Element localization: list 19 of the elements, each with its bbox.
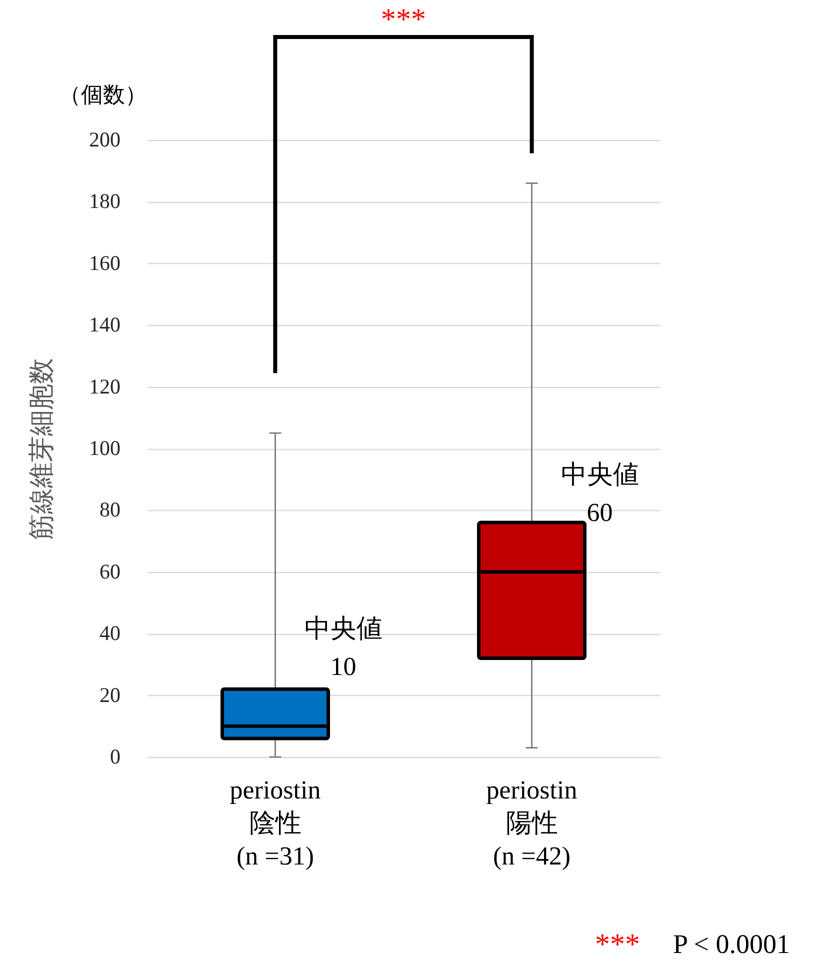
y-tick-label: 40: [100, 621, 120, 646]
y-tick-label: 160: [89, 250, 120, 275]
y-tick-label: 200: [89, 128, 120, 152]
text: ***: [381, 3, 426, 36]
y-tick-label: 140: [89, 312, 120, 337]
y-tick-label: 100: [89, 436, 120, 460]
y-tick-label: 180: [89, 189, 120, 214]
y-tick-label: 0: [110, 744, 120, 768]
annotation: 中央値 10: [304, 614, 382, 682]
y-tick-label: 120: [89, 374, 120, 398]
x-tick-label: periostin 陰性 (n =31): [230, 776, 321, 870]
text: *** P < 0.0001: [595, 928, 790, 961]
annotation: 中央値 60: [560, 460, 639, 527]
y-tick-label: 60: [100, 559, 120, 584]
y-tick-label: 80: [100, 498, 120, 522]
y-tick-label: 20: [100, 682, 120, 707]
y-axis-title: 筋線維芽細胞数: [27, 358, 57, 540]
x-tick-label: periostin 陽性 (n =42): [486, 776, 578, 870]
text: （個数）: [59, 82, 147, 107]
